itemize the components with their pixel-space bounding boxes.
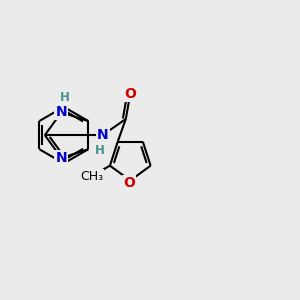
Text: O: O (124, 87, 136, 101)
Text: N: N (97, 128, 109, 142)
Text: CH₃: CH₃ (80, 170, 103, 183)
Text: O: O (123, 176, 135, 190)
Text: N: N (56, 105, 67, 119)
Text: H: H (60, 91, 70, 104)
Text: N: N (56, 151, 67, 165)
Text: H: H (95, 144, 105, 157)
